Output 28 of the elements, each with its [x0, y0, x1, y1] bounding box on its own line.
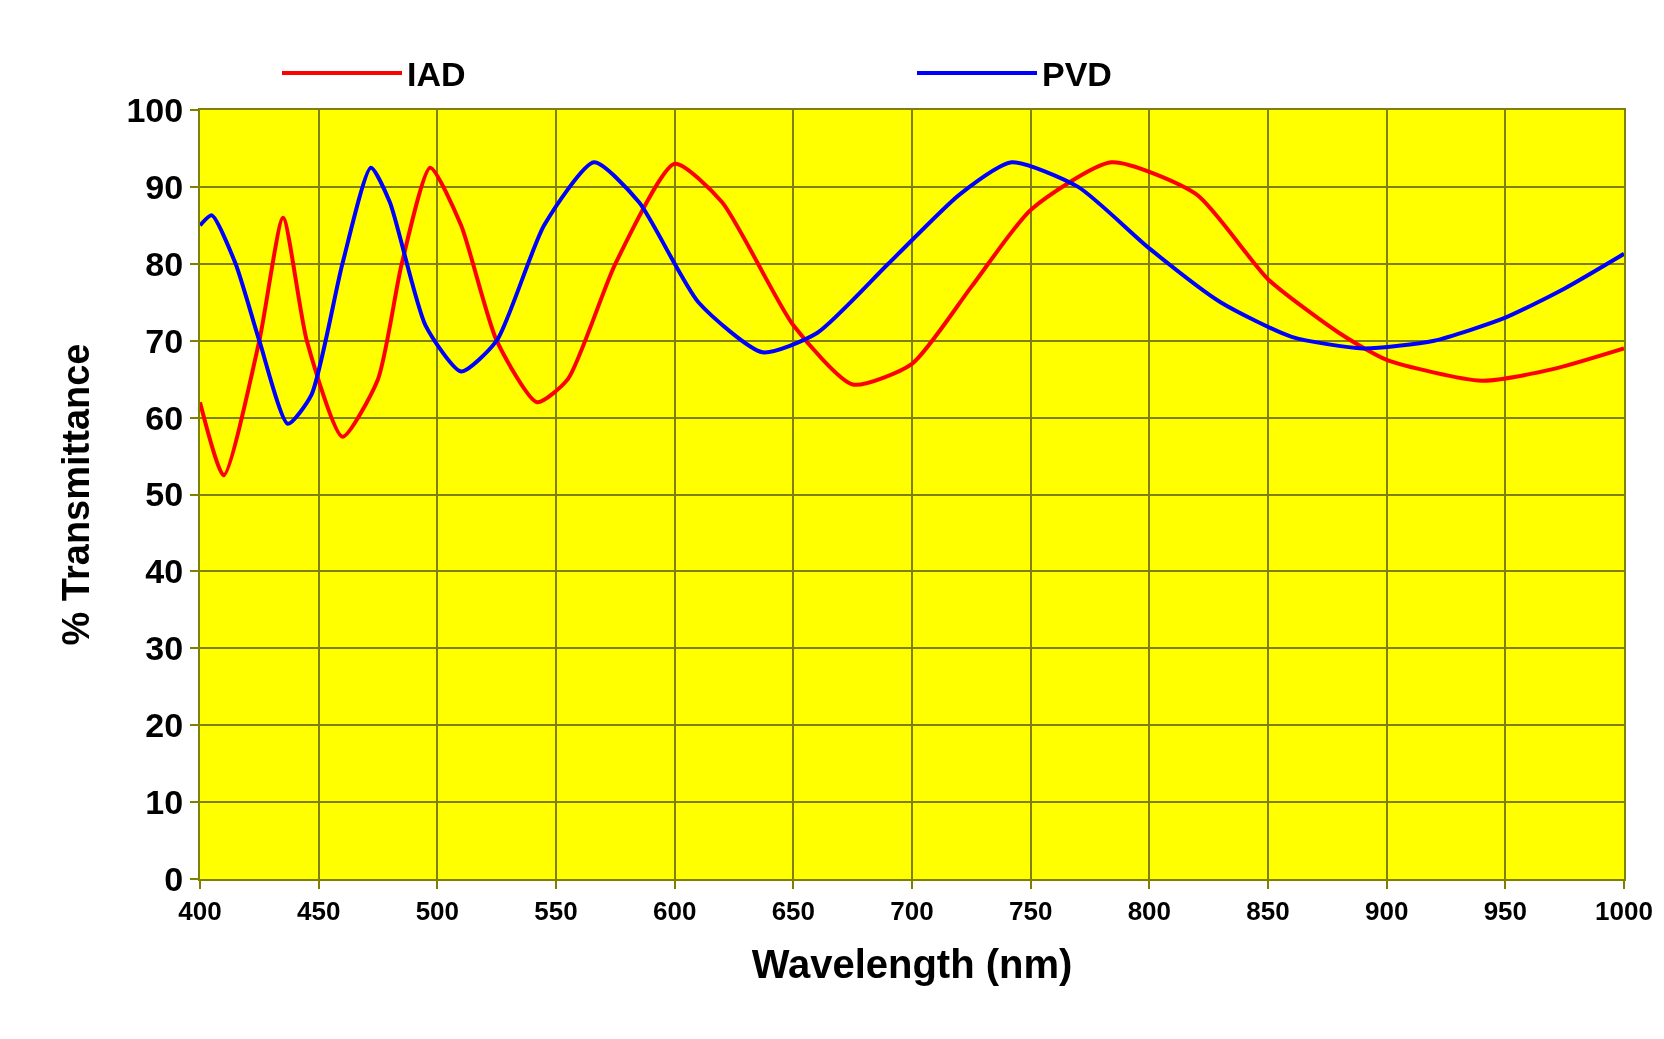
x-tick-label: 600	[652, 896, 697, 927]
x-tick-label: 500	[415, 896, 460, 927]
x-tick-label: 750	[1008, 896, 1053, 927]
x-tick-label: 400	[178, 896, 222, 927]
y-tick-label: 50	[145, 475, 184, 514]
y-tick-label: 0	[164, 859, 184, 898]
legend-label: PVD	[1042, 55, 1112, 94]
x-tick-label: 700	[890, 896, 934, 927]
y-tick-label: 100	[126, 90, 184, 129]
x-axis-title: Wavelength (nm)	[751, 942, 1073, 987]
legend-label: IAD	[407, 55, 466, 94]
x-tick-label: 900	[1364, 896, 1409, 927]
y-tick-label: 80	[145, 244, 184, 283]
y-tick-label: 30	[145, 629, 184, 668]
y-tick-label: 90	[145, 167, 184, 206]
x-tick-label: 850	[1246, 896, 1290, 927]
x-tick-label: 450	[296, 896, 341, 927]
x-tick-label: 1000	[1595, 896, 1653, 927]
x-tick-label: 950	[1483, 896, 1528, 927]
y-tick-label: 20	[145, 706, 184, 745]
y-tick-label: 60	[145, 398, 184, 437]
y-tick-label: 40	[145, 552, 184, 591]
y-tick-label: 10	[145, 783, 184, 821]
y-tick-label: 70	[145, 321, 184, 360]
y-axis-title: % Transmittance	[55, 343, 98, 646]
x-tick-label: 550	[534, 896, 578, 927]
x-tick-label: 800	[1127, 896, 1172, 927]
x-tick-label: 650	[771, 896, 816, 927]
